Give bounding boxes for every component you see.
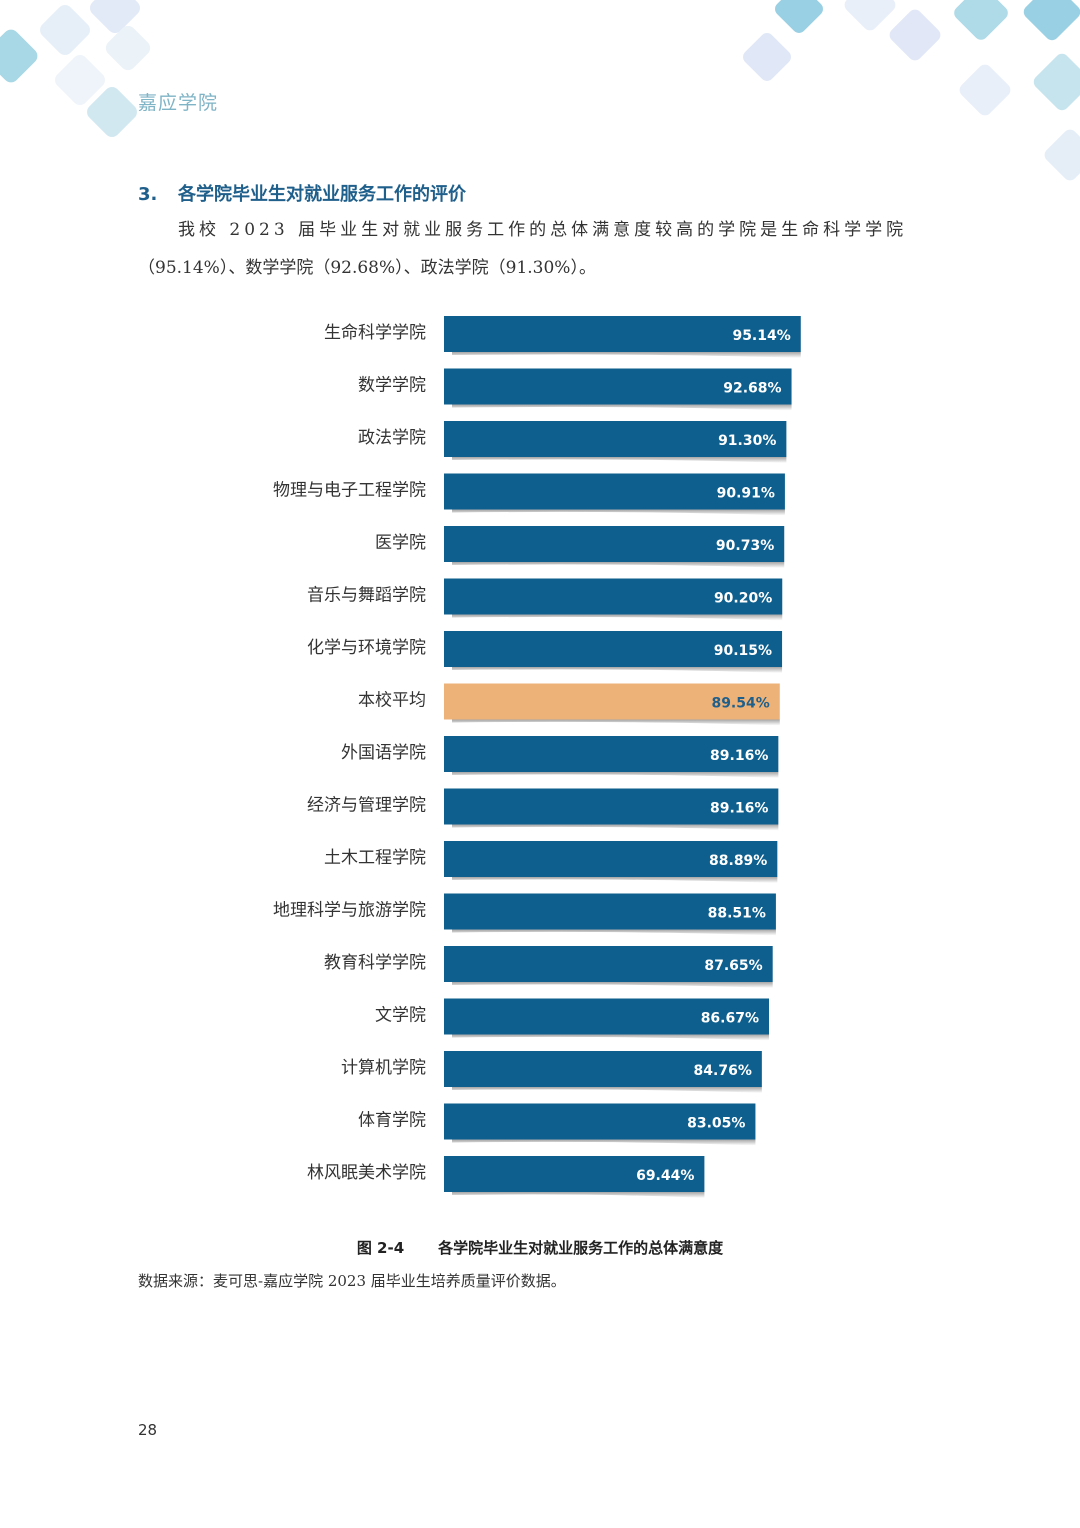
value-label: 69.44% — [636, 1168, 694, 1184]
bar-shadow-1 — [452, 404, 792, 411]
bar-shadow-2 — [452, 457, 787, 463]
bar-13 — [444, 998, 770, 1035]
category-label: 数学学院 — [358, 376, 426, 396]
value-label: 90.73% — [716, 538, 774, 554]
bar-shadow-16 — [452, 1192, 705, 1198]
header-decoration — [0, 0, 1080, 181]
bar-8 — [444, 736, 779, 772]
header-brand: 嘉应学院 — [138, 92, 219, 114]
figure-caption: 图 2-4 各学院毕业生对就业服务工作的总体满意度 — [0, 1237, 1080, 1258]
bar-11 — [444, 893, 776, 930]
paragraph-line-2: （95.14%）、数学学院（92.68%）、政法学院（91.30%）。 — [138, 258, 596, 278]
bar-15 — [444, 1103, 756, 1140]
bar-4 — [444, 526, 785, 562]
bar-3 — [444, 473, 785, 510]
bar-shadow-8 — [452, 772, 779, 778]
figure-number: 图 2-4 — [356, 1239, 405, 1257]
category-label: 本校平均 — [358, 691, 426, 711]
category-label: 医学院 — [375, 533, 426, 553]
category-label: 外国语学院 — [341, 743, 426, 763]
value-label: 84.76% — [694, 1063, 752, 1079]
section-paragraph: 我校 2023 届毕业生对就业服务工作的总体满意度较高的学院是生命科学学院 （9… — [138, 211, 928, 287]
bar-shadow-6 — [452, 667, 783, 673]
bar-shadow-5 — [452, 614, 783, 621]
bar-9 — [444, 788, 779, 825]
section-title: 各学院毕业生对就业服务工作的评价 — [178, 184, 466, 205]
category-label: 地理科学与旅游学院 — [273, 901, 426, 921]
bar-2 — [444, 421, 787, 457]
value-label: 90.15% — [714, 643, 772, 659]
bar-shadow-13 — [452, 1034, 770, 1041]
value-label: 88.89% — [709, 853, 767, 869]
bar-12 — [444, 946, 773, 982]
bar-10 — [444, 841, 778, 877]
value-label: 87.65% — [704, 958, 762, 974]
satisfaction-bar-chart: 生命科学学院 95.14% 数学学院 92.68% 政法学院 91.30% 物理与电子工程学… — [273, 316, 801, 1198]
bar-shadow-3 — [452, 509, 785, 516]
bar-shadow-14 — [452, 1087, 762, 1093]
category-label: 经济与管理学院 — [307, 796, 426, 816]
category-label: 体育学院 — [358, 1111, 426, 1131]
bar-shadow-9 — [452, 824, 779, 831]
data-source-note: 数据来源：麦可思-嘉应学院 2023 届毕业生培养质量评价数据。 — [138, 1272, 566, 1290]
category-label: 土木工程学院 — [324, 848, 426, 868]
bar-shadow-0 — [452, 352, 801, 358]
bar-shadow-10 — [452, 877, 778, 883]
category-label: 物理与电子工程学院 — [273, 481, 426, 501]
bar-5 — [444, 578, 783, 615]
bar-shadow-15 — [452, 1139, 756, 1146]
value-label: 83.05% — [687, 1116, 745, 1132]
bar-shadow-4 — [452, 562, 785, 568]
value-label: 92.68% — [723, 381, 781, 397]
bar-6 — [444, 631, 783, 667]
paragraph-line-1: 我校 2023 届毕业生对就业服务工作的总体满意度较高的学院是生命科学学院 — [178, 220, 908, 240]
bar-1 — [444, 368, 792, 405]
section-number: 3. — [138, 184, 158, 205]
figure-title: 各学院毕业生对就业服务工作的总体满意度 — [438, 1239, 724, 1257]
value-label: 86.67% — [701, 1011, 759, 1027]
value-label: 89.54% — [711, 696, 769, 712]
value-label: 90.20% — [714, 591, 772, 607]
bar-shadow-11 — [452, 929, 776, 936]
category-label: 林风眠美术学院 — [307, 1163, 426, 1183]
category-label: 政法学院 — [358, 428, 426, 448]
category-label: 音乐与舞蹈学院 — [307, 586, 426, 606]
bar-0 — [444, 316, 801, 352]
page-number: 28 — [138, 1421, 158, 1439]
category-label: 计算机学院 — [341, 1058, 426, 1078]
bar-shadow-12 — [452, 982, 773, 988]
value-label: 89.16% — [710, 748, 768, 764]
value-label: 95.14% — [732, 328, 790, 344]
value-label: 91.30% — [718, 433, 776, 449]
bar-14 — [444, 1051, 762, 1087]
bar-shadow-7 — [452, 719, 780, 726]
category-label: 化学与环境学院 — [307, 638, 426, 658]
value-label: 88.51% — [708, 906, 766, 922]
category-label: 教育科学学院 — [324, 953, 426, 973]
section-heading: 3. 各学院毕业生对就业服务工作的评价 — [138, 180, 466, 206]
bar-16 — [444, 1156, 705, 1192]
bar-average — [444, 683, 780, 720]
category-label: 文学院 — [375, 1006, 426, 1026]
value-label: 90.91% — [717, 486, 775, 502]
value-label: 89.16% — [710, 801, 768, 817]
category-label: 生命科学学院 — [324, 323, 426, 343]
